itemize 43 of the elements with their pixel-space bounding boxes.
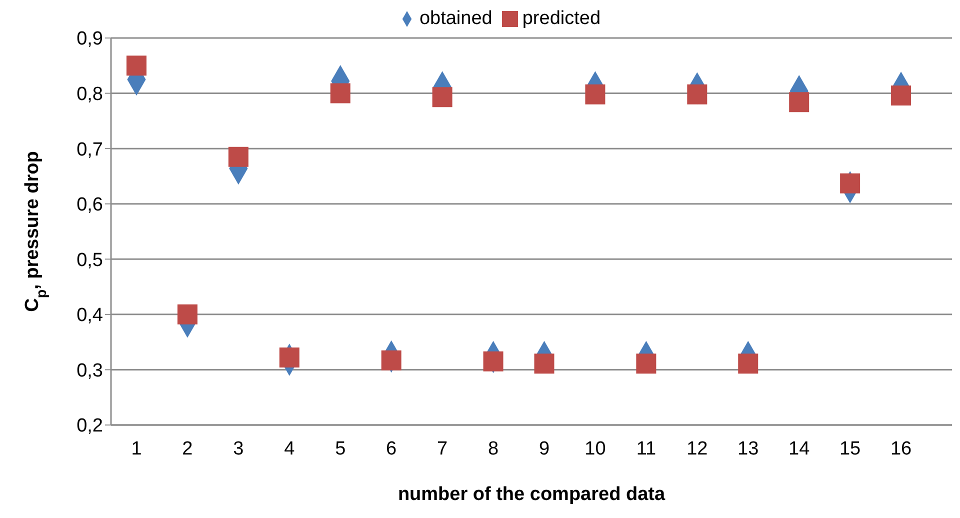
point	[330, 83, 350, 104]
y-tick-label: 0,5	[76, 250, 103, 271]
x-tick-label: 10	[584, 438, 606, 460]
legend-label: obtained	[419, 8, 492, 29]
x-tick-label: 1	[131, 438, 142, 460]
point	[126, 56, 146, 76]
x-tick-label: 16	[890, 438, 912, 460]
y-tick-label: 0,2	[76, 416, 103, 437]
point	[891, 85, 912, 106]
x-tick-label: 13	[738, 438, 759, 460]
point	[381, 350, 402, 370]
point	[279, 348, 300, 368]
x-axis-title: number of the compared data	[398, 484, 666, 505]
x-tick-label: 7	[437, 438, 448, 460]
point	[177, 304, 198, 324]
point	[228, 146, 248, 167]
x-tick-label: 12	[686, 438, 708, 460]
point	[432, 87, 452, 108]
point	[738, 354, 758, 374]
point	[636, 354, 656, 374]
y-tick-label: 0,9	[76, 28, 103, 50]
x-tick-label: 11	[636, 438, 656, 460]
x-tick-label: 5	[335, 438, 346, 460]
y-tick-label: 0,4	[76, 305, 104, 326]
point	[483, 351, 504, 372]
point	[840, 173, 860, 194]
point	[789, 92, 810, 112]
y-tick-label: 0,3	[76, 360, 103, 382]
y-tick-label: 0,7	[76, 139, 103, 160]
point	[534, 354, 554, 374]
x-tick-label: 8	[488, 438, 499, 460]
x-tick-label: 9	[538, 438, 550, 460]
x-tick-label: 4	[284, 438, 296, 460]
legend-label: predicted	[522, 8, 601, 29]
x-tick-label: 14	[788, 438, 810, 460]
point	[585, 84, 606, 104]
point	[687, 84, 708, 104]
x-tick-label: 2	[182, 438, 193, 460]
y-tick-label: 0,6	[76, 194, 103, 216]
x-tick-label: 6	[386, 438, 397, 460]
x-tick-label: 3	[233, 438, 244, 460]
x-tick-label: 15	[839, 438, 861, 460]
y-tick-label: 0,8	[76, 84, 103, 106]
